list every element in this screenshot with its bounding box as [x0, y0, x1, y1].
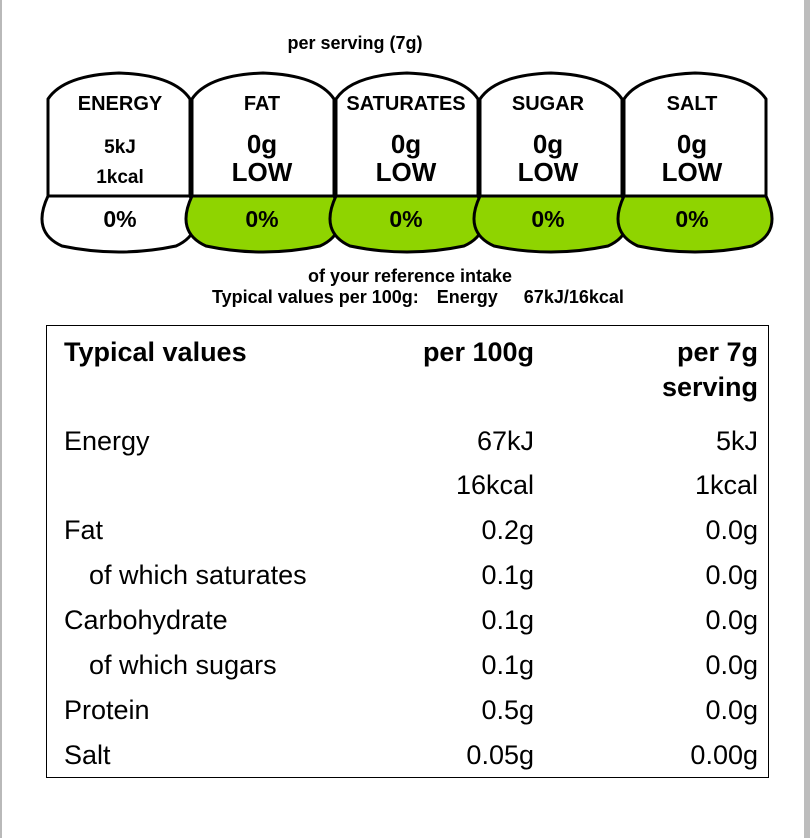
row-energy-name: Energy [64, 426, 150, 456]
gda-sugar-level: LOW [517, 157, 579, 187]
gda-sugar-amount: 0g [532, 129, 564, 159]
gda-salt-amount: 0g [676, 129, 708, 159]
gda-salt-level: LOW [661, 157, 723, 187]
row-energy-kcal-perserving: 1kcal [694, 470, 758, 500]
gda-energy-kj: 5kJ [104, 137, 136, 158]
header-per-100g: per 100g [422, 337, 534, 367]
page-right-edge [804, 0, 810, 838]
row-carbohydrate-per100: 0.1g [481, 605, 534, 635]
gda-sugar-top-shape [478, 71, 624, 198]
per-serving-label: per serving (7g) [287, 33, 423, 53]
gda-saturates-top-shape [334, 71, 480, 198]
gda-energy-kcal: 1kcal [96, 167, 144, 188]
gda-fat-top-shape [190, 71, 336, 198]
gda-saturates-amount: 0g [390, 129, 422, 159]
gda-salt-percent: 0% [675, 206, 709, 232]
row-carbohydrate-perserving: 0.0g [705, 605, 758, 635]
row-sugars-name: of which sugars [89, 650, 277, 680]
typical-per-100g-label: Typical values per 100g: [212, 287, 419, 307]
row-protein-per100: 0.5g [481, 695, 534, 725]
row-salt-per100: 0.05g [466, 740, 534, 770]
gda-saturates-percent: 0% [389, 206, 423, 232]
row-salt-perserving: 0.00g [690, 740, 758, 770]
header-per-serving-line2: serving [661, 372, 758, 402]
row-fat-per100: 0.2g [481, 515, 534, 545]
gda-sugar-label: SUGAR [511, 93, 585, 115]
typical-per-100g-nutrient: Energy [436, 287, 498, 307]
row-fat-perserving: 0.0g [705, 515, 758, 545]
nutrition-table: Typical values per 100g per 7g serving E… [46, 325, 769, 778]
gda-energy-label: ENERGY [77, 93, 163, 115]
row-fat-name: Fat [64, 515, 104, 545]
reference-intake-text: of your reference intake [307, 266, 513, 286]
page-left-edge [0, 0, 2, 838]
gda-energy-percent: 0% [103, 206, 137, 232]
gda-salt-top-shape [622, 71, 768, 198]
header-per-serving-line1: per 7g [676, 337, 758, 367]
gda-energy-top-shape [46, 71, 192, 198]
gda-fat-label: FAT [243, 93, 281, 115]
gda-salt-percent-shape [616, 194, 774, 254]
row-protein-perserving: 0.0g [705, 695, 758, 725]
gda-salt-label: SALT [666, 93, 718, 115]
header-typical-values: Typical values [64, 337, 247, 367]
row-salt-name: Salt [64, 740, 111, 770]
row-saturates-perserving: 0.0g [705, 560, 758, 590]
row-sugars-per100: 0.1g [481, 650, 534, 680]
typical-per-100g-value: 67kJ/16kcal [523, 287, 624, 307]
traffic-light-shapes [40, 71, 774, 254]
row-energy-per100: 67kJ [476, 426, 534, 456]
gda-saturates-label: SATURATES [346, 93, 466, 115]
row-saturates-per100: 0.1g [481, 560, 534, 590]
gda-fat-level: LOW [231, 157, 293, 187]
row-energy-kcal-per100: 16kcal [455, 470, 534, 500]
row-sugars-perserving: 0.0g [705, 650, 758, 680]
gda-fat-percent: 0% [245, 206, 279, 232]
typical-per-100g-line: Typical values per 100g: Energy 67kJ/16kca… [212, 287, 624, 307]
gda-sugar-percent: 0% [531, 206, 565, 232]
row-energy-perserving: 5kJ [715, 426, 758, 456]
row-carbohydrate-name: Carbohydrate [64, 605, 228, 635]
row-protein-name: Protein [64, 695, 150, 725]
row-saturates-name: of which saturates [89, 560, 307, 590]
gda-fat-amount: 0g [246, 129, 278, 159]
gda-saturates-level: LOW [375, 157, 437, 187]
